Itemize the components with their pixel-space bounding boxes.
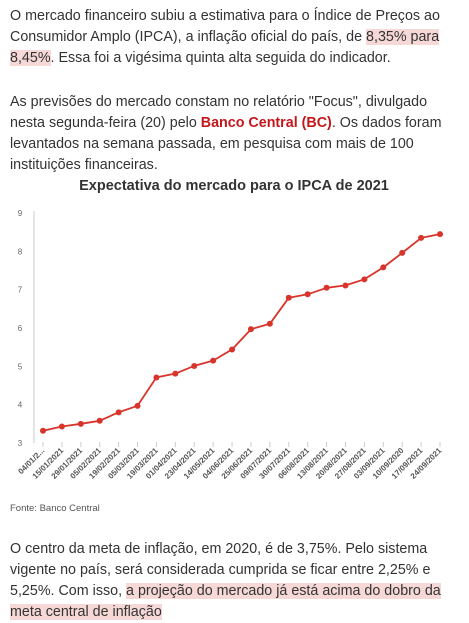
data-point (437, 231, 443, 238)
y-tick-label: 8 (18, 247, 23, 256)
banco-central-link[interactable]: Banco Central (BC) (200, 115, 332, 131)
intro-text-end: . Essa foi a vigésima quinta alta seguid… (50, 50, 391, 66)
data-point (380, 264, 387, 271)
data-point (172, 370, 179, 377)
data-point (229, 346, 236, 353)
data-point (323, 284, 330, 291)
data-point (361, 276, 368, 283)
focus-text-end: . Os dados foram levantados na semana pa… (10, 115, 442, 173)
y-tick-label: 6 (18, 324, 23, 333)
data-point (40, 427, 46, 434)
meta-paragraph: O centro da meta de inflação, em 2020, é… (10, 539, 462, 623)
data-point (191, 362, 198, 369)
chart-title: Expectativa do mercado para o IPCA de 20… (79, 178, 389, 194)
data-point (134, 402, 141, 409)
data-point (58, 423, 65, 430)
series-line (42, 233, 441, 432)
y-tick-label: 4 (18, 401, 23, 410)
data-point (418, 234, 425, 241)
data-point (77, 420, 84, 427)
ipca-line-chart: Expectativa do mercado para o IPCA de 20… (16, 178, 444, 481)
data-point (210, 357, 217, 364)
intro-text: O mercado financeiro subiu a estimativa … (10, 8, 440, 45)
intro-paragraph: O mercado financeiro subiu a estimativa … (10, 6, 462, 69)
chart-source: Fonte: Banco Central (10, 503, 100, 514)
x-axis: 04/01/2...15/01/202129/01/202105/02/2021… (16, 442, 444, 481)
data-point (342, 282, 349, 289)
data-point (266, 320, 273, 327)
y-tick-label: 5 (18, 362, 23, 371)
data-point (304, 291, 311, 298)
y-tick-label: 7 (18, 286, 23, 295)
y-axis: 3 4 5 6 7 8 9 (18, 209, 35, 448)
data-point (399, 249, 406, 256)
y-tick-label: 3 (18, 439, 23, 448)
data-point (285, 294, 292, 301)
series-ipca (40, 231, 443, 434)
focus-text: As previsões do mercado constam no relat… (10, 94, 428, 131)
data-point (115, 409, 122, 416)
focus-paragraph: As previsões do mercado constam no relat… (10, 92, 462, 176)
data-point (247, 326, 254, 333)
data-point (96, 417, 103, 424)
meta-text: O centro da meta de inflação, em 2020, é… (10, 541, 431, 599)
data-point (153, 374, 160, 381)
y-tick-label: 9 (18, 209, 23, 218)
